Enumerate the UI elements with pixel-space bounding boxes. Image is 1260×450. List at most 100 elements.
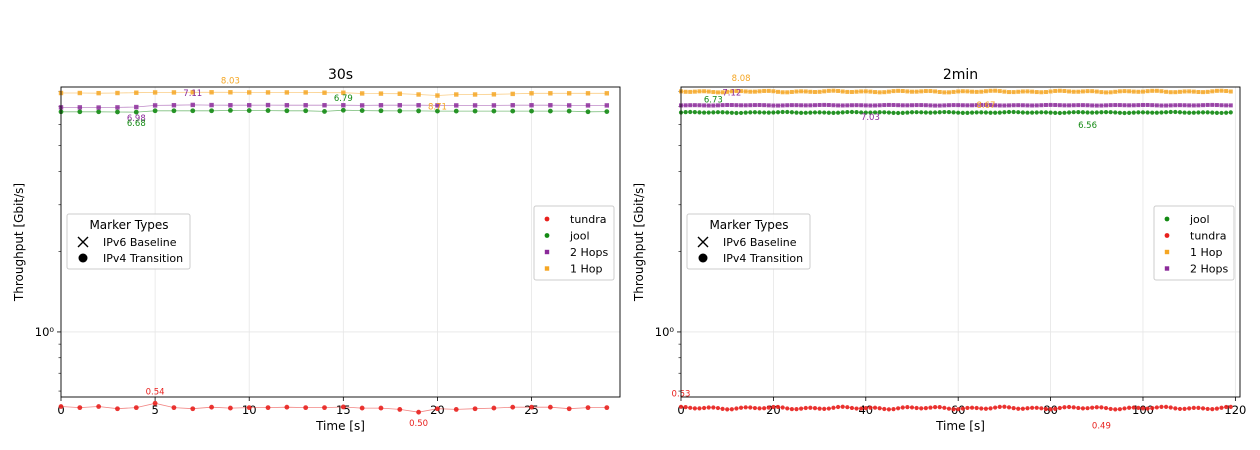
data-point-2-hops <box>706 103 711 108</box>
data-point-1-hop <box>859 89 864 94</box>
data-point-1-hop <box>1011 90 1016 95</box>
data-point-1-hop <box>748 89 753 94</box>
data-point-1-hop <box>1150 88 1155 93</box>
data-point-jool <box>227 108 233 113</box>
data-point-tundra <box>738 405 744 410</box>
data-point-jool <box>1140 110 1146 115</box>
data-point-jool <box>896 110 901 116</box>
data-point-jool <box>1219 110 1224 116</box>
data-point-tundra <box>854 406 859 411</box>
data-point-jool <box>859 110 864 115</box>
data-point-1-hop <box>863 89 868 94</box>
data-point-1-hop <box>937 89 942 94</box>
x-tick-label: 0 <box>677 403 684 417</box>
data-point-jool <box>822 110 827 115</box>
data-point-1-hop <box>1025 89 1030 94</box>
data-point-jool <box>322 109 327 114</box>
data-point-tundra <box>891 407 896 412</box>
data-point-2-hops <box>1090 103 1095 108</box>
data-point-jool <box>1039 110 1044 115</box>
data-point-jool <box>547 108 553 114</box>
data-point-tundra <box>566 406 572 412</box>
marker-legend-label: IPv6 Baseline <box>103 236 177 249</box>
data-point-2-hops <box>854 103 859 108</box>
marker-legend-title: Marker Types <box>89 218 168 232</box>
data-point-1-hop <box>303 90 308 95</box>
data-point-tundra <box>951 407 956 412</box>
data-point-2-hops <box>1219 103 1224 108</box>
data-point-tundra <box>771 404 776 410</box>
data-point-tundra <box>1205 406 1210 412</box>
data-point-1-hop <box>1020 89 1025 94</box>
marker-legend-label: IPv4 Transition <box>723 252 803 265</box>
data-point-tundra <box>604 405 610 411</box>
data-point-tundra <box>720 406 725 411</box>
data-point-tundra <box>780 405 785 410</box>
data-point-tundra <box>877 406 882 411</box>
data-point-tundra <box>209 404 214 410</box>
data-point-1-hop <box>510 91 515 97</box>
data-point-1-hop <box>715 90 720 95</box>
data-point-tundra <box>359 405 365 411</box>
data-point-jool <box>566 108 572 114</box>
data-point-tundra <box>1159 404 1164 409</box>
data-point-tundra <box>956 407 961 412</box>
data-point-2-hops <box>228 103 233 108</box>
data-point-tundra <box>1025 406 1030 411</box>
data-point-jool <box>340 107 346 113</box>
data-point-jool <box>729 110 734 115</box>
data-point-1-hop <box>1016 89 1021 94</box>
data-point-1-hop <box>134 90 139 95</box>
data-point-1-hop <box>1108 90 1113 95</box>
data-point-jool <box>1228 110 1233 115</box>
data-point-tundra <box>1071 405 1076 410</box>
data-point-2-hops <box>209 102 214 108</box>
legend-label-1-hop: 1 Hop <box>1190 246 1222 259</box>
data-point-tundra <box>1006 405 1012 410</box>
data-point-jool <box>1205 110 1210 115</box>
data-point-2-hops <box>397 103 402 108</box>
data-point-tundra <box>808 405 813 410</box>
data-point-2-hops <box>190 102 195 108</box>
data-point-jool <box>472 108 478 114</box>
data-point-tundra <box>77 405 83 411</box>
data-point-jool <box>743 110 748 115</box>
plot-frame <box>60 86 621 398</box>
data-point-tundra <box>1214 406 1220 411</box>
data-point-1-hop <box>1094 89 1099 94</box>
x-axis-label: Time [s] <box>315 419 365 433</box>
data-point-jool <box>914 110 919 115</box>
series-1-hop <box>58 90 610 98</box>
data-point-2-hops <box>1039 103 1044 108</box>
data-point-jool <box>1006 109 1012 115</box>
data-point-1-hop <box>928 89 933 94</box>
data-point-2-hops <box>1177 103 1182 108</box>
data-point-jool <box>491 108 497 114</box>
data-point-tundra <box>1090 405 1095 410</box>
data-point-1-hop <box>914 89 919 94</box>
data-point-2-hops <box>919 103 924 108</box>
data-point-tundra <box>585 405 591 411</box>
data-point-jool <box>877 110 882 115</box>
data-point-2-hops <box>491 103 497 108</box>
data-point-tundra <box>96 404 102 409</box>
data-point-2-hops <box>812 103 817 108</box>
data-point-2-hops <box>1053 103 1058 108</box>
data-point-1-hop <box>1187 89 1192 94</box>
data-point-jool <box>817 110 822 115</box>
data-point-tundra <box>785 406 790 411</box>
data-point-tundra <box>1113 407 1118 412</box>
data-point-2-hops <box>1127 103 1132 108</box>
data-point-2-hops <box>752 103 757 108</box>
data-point-jool <box>209 108 214 114</box>
dot-marker-icon <box>698 253 708 263</box>
data-point-jool <box>923 110 928 115</box>
data-point-tundra <box>1030 405 1035 410</box>
data-point-jool <box>1025 110 1030 115</box>
data-point-jool <box>1103 109 1109 115</box>
data-point-tundra <box>1108 406 1113 412</box>
data-point-2-hops <box>322 103 327 108</box>
data-point-jool <box>757 110 762 115</box>
data-point-1-hop <box>472 92 478 97</box>
